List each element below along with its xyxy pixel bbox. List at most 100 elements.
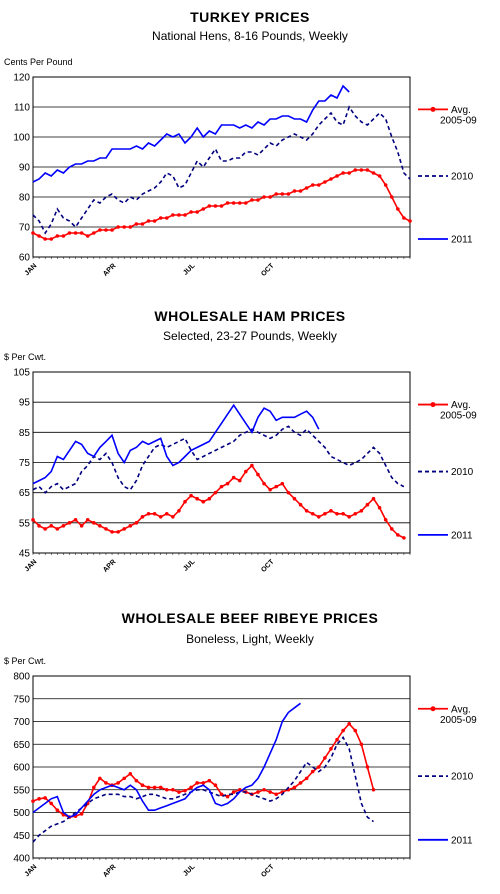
data-point bbox=[298, 781, 303, 785]
data-point bbox=[359, 742, 364, 747]
data-point bbox=[104, 781, 108, 785]
data-point bbox=[164, 787, 169, 792]
data-point bbox=[335, 511, 339, 516]
y-tick-label: 105 bbox=[13, 368, 30, 379]
chart-subtitle: Boneless, Light, Weekly bbox=[186, 632, 314, 646]
chart-subtitle: Selected, 23-27 Pounds, Weekly bbox=[163, 329, 337, 343]
series-line bbox=[32, 464, 405, 539]
data-point bbox=[104, 527, 108, 531]
y-tick-label: 550 bbox=[13, 785, 30, 796]
legend-marker bbox=[430, 402, 436, 408]
data-point bbox=[67, 521, 72, 525]
data-point bbox=[55, 234, 60, 238]
data-point bbox=[55, 808, 60, 813]
data-point bbox=[292, 189, 297, 193]
data-point bbox=[250, 198, 254, 202]
legend-label: 2010 bbox=[451, 172, 474, 183]
data-point bbox=[73, 518, 78, 522]
data-point bbox=[316, 765, 321, 769]
data-point bbox=[158, 515, 163, 519]
data-point bbox=[298, 189, 303, 193]
data-point bbox=[201, 499, 206, 504]
data-point bbox=[158, 216, 163, 220]
data-point bbox=[347, 171, 351, 175]
data-point bbox=[104, 228, 108, 232]
x-tick-label: JAN bbox=[24, 262, 39, 277]
data-point bbox=[286, 192, 291, 196]
data-point bbox=[335, 737, 339, 742]
data-point bbox=[335, 174, 339, 178]
data-point bbox=[140, 222, 145, 226]
y-tick-label: 400 bbox=[13, 854, 30, 865]
y-tick-label: 600 bbox=[13, 763, 30, 774]
x-tick-label: OCT bbox=[260, 863, 276, 879]
x-tick-label: JUL bbox=[182, 558, 197, 573]
data-point bbox=[134, 778, 139, 783]
data-point bbox=[37, 797, 41, 801]
y-tick-label: 450 bbox=[13, 831, 30, 842]
x-tick-label: JAN bbox=[24, 863, 39, 878]
data-point bbox=[347, 721, 351, 726]
data-point bbox=[49, 524, 54, 528]
y-tick-label: 800 bbox=[13, 672, 30, 683]
data-point bbox=[85, 234, 90, 238]
data-point bbox=[164, 216, 169, 220]
legend-marker bbox=[430, 106, 436, 112]
data-point bbox=[37, 234, 41, 238]
data-point bbox=[128, 524, 133, 528]
data-point bbox=[49, 801, 54, 806]
ribeye-chart-svg: $ Per Cwt. 400 450 500 550 600 650 700 750 800 JAN… bbox=[4, 656, 477, 879]
data-point bbox=[274, 484, 279, 489]
ribeye-chart-panel: WHOLESALE BEEF RIBEYE PRICES Boneless, L… bbox=[0, 594, 500, 894]
data-point bbox=[213, 490, 218, 495]
data-point bbox=[195, 210, 199, 214]
data-point bbox=[310, 511, 315, 516]
data-point bbox=[219, 204, 224, 208]
data-point bbox=[371, 496, 376, 501]
data-point bbox=[122, 527, 127, 531]
data-point bbox=[298, 502, 303, 507]
legend-label-line2: 2005-09 bbox=[440, 411, 477, 422]
y-tick-label: 85 bbox=[19, 428, 31, 439]
data-point bbox=[316, 515, 321, 519]
data-point bbox=[408, 219, 412, 223]
data-point bbox=[67, 231, 72, 235]
y-tick-label: 45 bbox=[19, 549, 31, 560]
data-point bbox=[353, 511, 358, 516]
series-line bbox=[32, 425, 405, 494]
legend-label: 2010 bbox=[451, 772, 474, 783]
data-point bbox=[31, 799, 35, 803]
series-line bbox=[32, 84, 350, 183]
legend-label: Avg. bbox=[451, 105, 471, 116]
legend-label-line2: 2005-09 bbox=[440, 715, 477, 726]
data-point bbox=[268, 790, 272, 794]
data-point bbox=[116, 225, 120, 229]
turkey-chart-svg: Cents Per Pound 60 70 80 90 100 110 120 JAN APR JU… bbox=[4, 57, 477, 278]
data-point bbox=[164, 511, 169, 516]
data-point bbox=[79, 524, 84, 528]
data-point bbox=[152, 511, 157, 516]
data-point bbox=[128, 225, 133, 229]
data-point bbox=[183, 788, 187, 793]
y-tick-label: 750 bbox=[13, 694, 30, 705]
data-point bbox=[371, 171, 376, 175]
data-point bbox=[207, 204, 212, 208]
ham-chart-svg: $ Per Cwt. 45 55 65 75 85 95 105 JAN APR JUL OCT Avg… bbox=[4, 352, 477, 574]
y-tick-label: 90 bbox=[19, 163, 31, 174]
legend-marker bbox=[430, 706, 436, 712]
data-point bbox=[43, 527, 47, 531]
x-tick-label: APR bbox=[102, 863, 117, 878]
data-point bbox=[365, 502, 370, 507]
data-point bbox=[262, 195, 266, 199]
data-point bbox=[353, 168, 358, 172]
ham-chart-panel: WHOLESALE HAM PRICES Selected, 23-27 Pou… bbox=[0, 296, 500, 594]
data-point bbox=[268, 195, 272, 199]
data-point bbox=[231, 475, 236, 480]
data-point bbox=[55, 527, 60, 531]
data-point bbox=[341, 728, 345, 733]
data-point bbox=[177, 790, 181, 794]
legend-label: 2011 bbox=[451, 530, 473, 541]
data-point bbox=[244, 469, 248, 474]
data-point bbox=[98, 228, 102, 232]
data-point bbox=[244, 201, 248, 205]
